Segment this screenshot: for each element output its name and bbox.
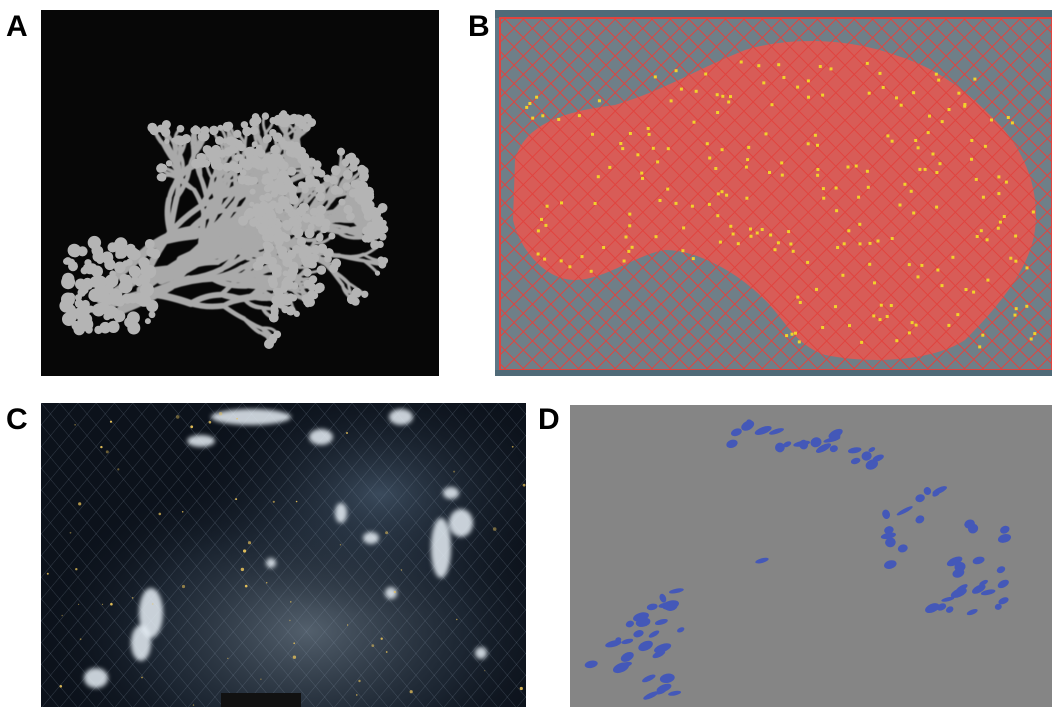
branching-structure-render bbox=[59, 110, 389, 349]
panel-c-photo bbox=[41, 403, 526, 707]
panel-a-3d-render bbox=[41, 10, 439, 376]
panel-d-segmentation bbox=[570, 405, 1052, 707]
mesh-photo-render bbox=[41, 403, 526, 707]
grid-overlay-render bbox=[495, 10, 1052, 376]
panel-label-d: D bbox=[538, 403, 560, 436]
panel-label-c: C bbox=[6, 403, 28, 436]
panel-b-grid-overlay bbox=[495, 10, 1052, 376]
panel-label-a: A bbox=[6, 10, 28, 43]
segmentation-map-render bbox=[584, 419, 1012, 700]
panel-label-b: B bbox=[468, 10, 490, 43]
